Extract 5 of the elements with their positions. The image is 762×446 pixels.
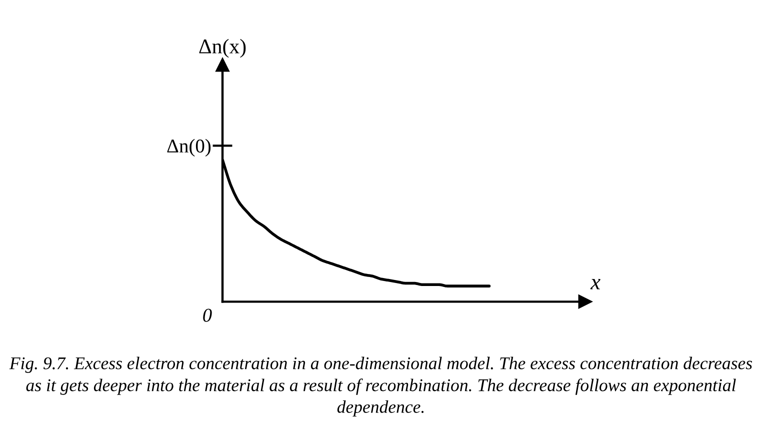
text: 0 — [203, 308, 212, 322]
y-axis-title: Δn(x) — [199, 38, 246, 58]
caption: Fig. 9.7. Excess electron concentration in a one-dimensional model. The excess concentration decreases as it gets deeper into the material as a result of recombination. The decrease follows an exponential dependence. — [9, 356, 752, 417]
text: Δn(0) — [167, 138, 211, 157]
x-axis-title: x — [590, 279, 600, 290]
